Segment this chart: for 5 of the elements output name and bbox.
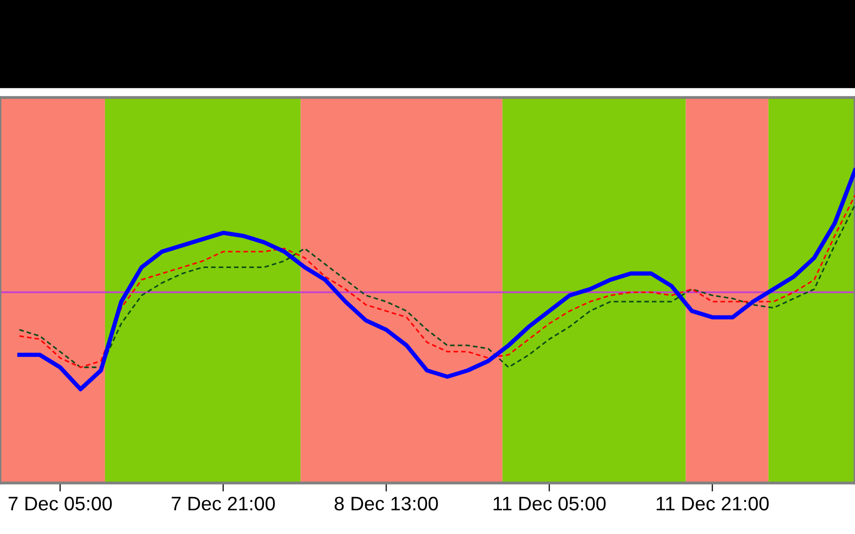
x-tick-label: 7 Dec 21:00: [172, 496, 275, 510]
x-tick-label: 11 Dec 21:00: [656, 496, 769, 510]
x-tick-label: 8 Dec 13:00: [334, 496, 438, 510]
x-tick-label: 7 Dec 05:00: [8, 496, 112, 510]
x-tick-label: 11 Dec 05:00: [494, 496, 606, 510]
